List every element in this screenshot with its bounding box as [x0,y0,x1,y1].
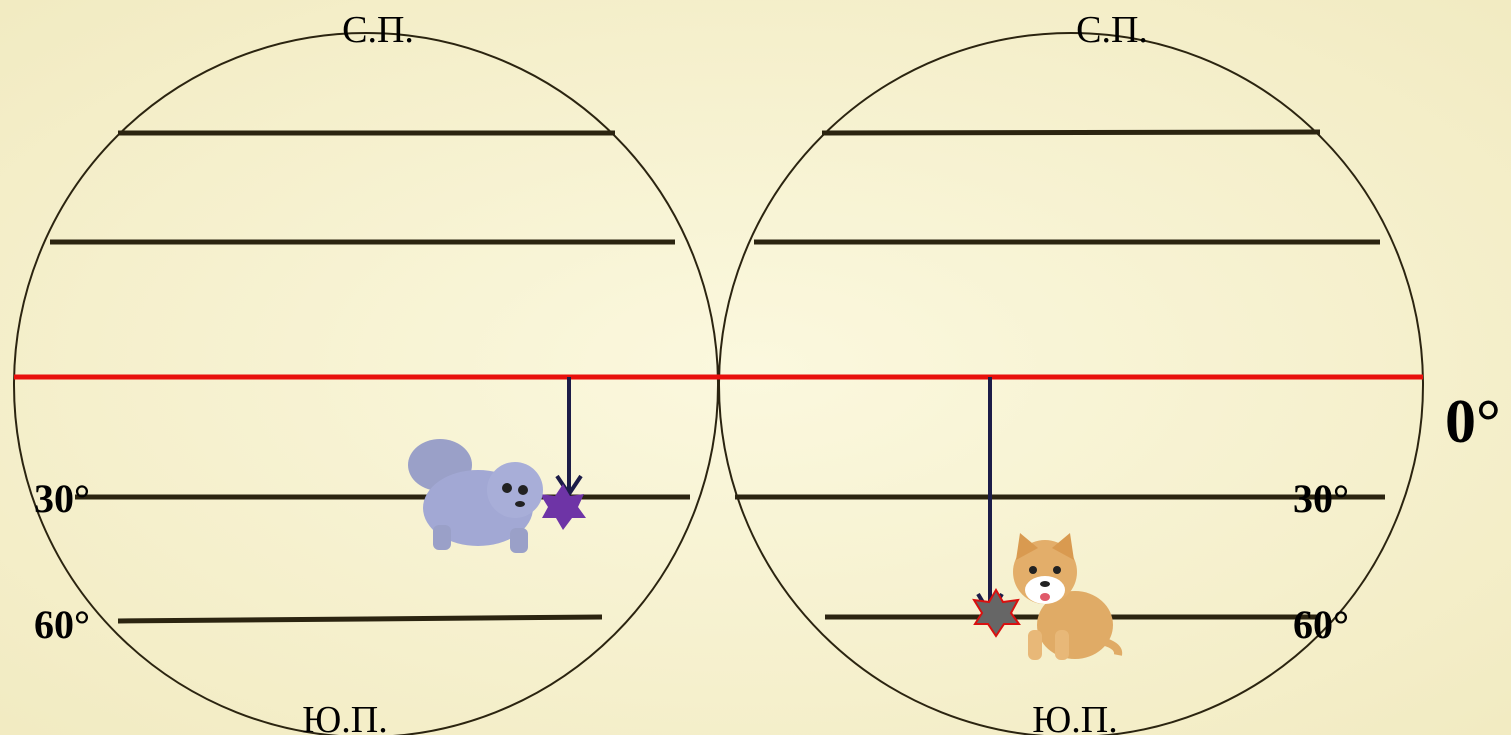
diagram: С.П. Ю.П. 30° 60° С.П. Ю.П. 30° 60° 0° [0,0,1511,735]
latitude-label: 60° [34,602,90,647]
page: {"left": {"north": "С.П.", "south": "Ю.П… [0,0,1511,735]
north-pole-label: С.П. [1076,9,1148,51]
south-pole-label: Ю.П. [302,699,388,735]
equator-label: 0° [1445,388,1501,456]
latitude-label: 60° [1293,602,1349,647]
latitude-label: 30° [1293,476,1349,521]
background [0,0,1511,735]
latitude-label: 30° [34,476,90,521]
parallel [822,132,1320,133]
north-pole-label: С.П. [342,9,414,51]
south-pole-label: Ю.П. [1032,699,1118,735]
